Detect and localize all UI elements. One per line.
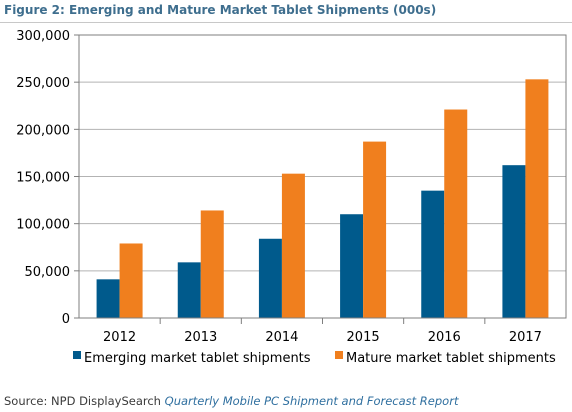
y-tick-label: 50,000 (25, 265, 71, 280)
bar-mature-2017 (525, 79, 549, 318)
source-prefix: Source: NPD DisplaySearch (4, 394, 161, 408)
title-divider (0, 22, 572, 23)
bar-emerging-2017 (502, 165, 526, 318)
x-tick-label: 2016 (428, 330, 461, 345)
x-tick-label: 2013 (184, 330, 217, 345)
x-tick-labels: 2012 2013 2014 2015 2016 2017 (103, 330, 542, 345)
y-tick-label: 0 (62, 312, 70, 327)
source-note: Source: NPD DisplaySearch Quarterly Mobi… (4, 394, 458, 408)
source-report-title: Quarterly Mobile PC Shipment and Forecas… (164, 394, 459, 408)
x-tick-label: 2015 (347, 330, 380, 345)
legend-swatch-emerging (73, 351, 81, 359)
y-tick-label: 200,000 (16, 123, 70, 138)
legend-label-mature: Mature market tablet shipments (346, 351, 556, 366)
bar-mature-2014 (281, 173, 305, 318)
x-tick-label: 2017 (509, 330, 542, 345)
gridlines (79, 81, 566, 272)
bar-emerging-2016 (421, 190, 445, 318)
y-tick-label: 300,000 (16, 29, 70, 44)
bar-mature-2013 (200, 210, 224, 318)
y-tick-label: 100,000 (16, 218, 70, 233)
bar-emerging-2012 (96, 279, 120, 318)
bar-mature-2015 (363, 141, 387, 318)
legend: Emerging market tablet shipments Mature m… (73, 351, 556, 366)
axes (74, 34, 567, 324)
bar-emerging-2015 (340, 214, 364, 318)
figure-title: Figure 2: Emerging and Mature Market Tab… (4, 3, 437, 17)
tablet-shipments-chart: 0 50,000 100,000 150,000 200,000 250,000 300,0… (16, 29, 567, 366)
y-tick-label: 250,000 (16, 76, 70, 91)
bar-emerging-2014 (258, 238, 282, 318)
bar-mature-2012 (119, 243, 143, 318)
x-tick-label: 2012 (103, 330, 136, 345)
bar-emerging-2013 (177, 262, 201, 318)
legend-label-emerging: Emerging market tablet shipments (84, 351, 311, 366)
legend-swatch-mature (335, 351, 343, 359)
y-tick-label: 150,000 (16, 171, 70, 186)
y-tick-labels: 0 50,000 100,000 150,000 200,000 250,000 300,0… (16, 29, 70, 327)
bars (96, 79, 549, 318)
x-tick-label: 2014 (265, 330, 298, 345)
bar-mature-2016 (444, 109, 468, 318)
